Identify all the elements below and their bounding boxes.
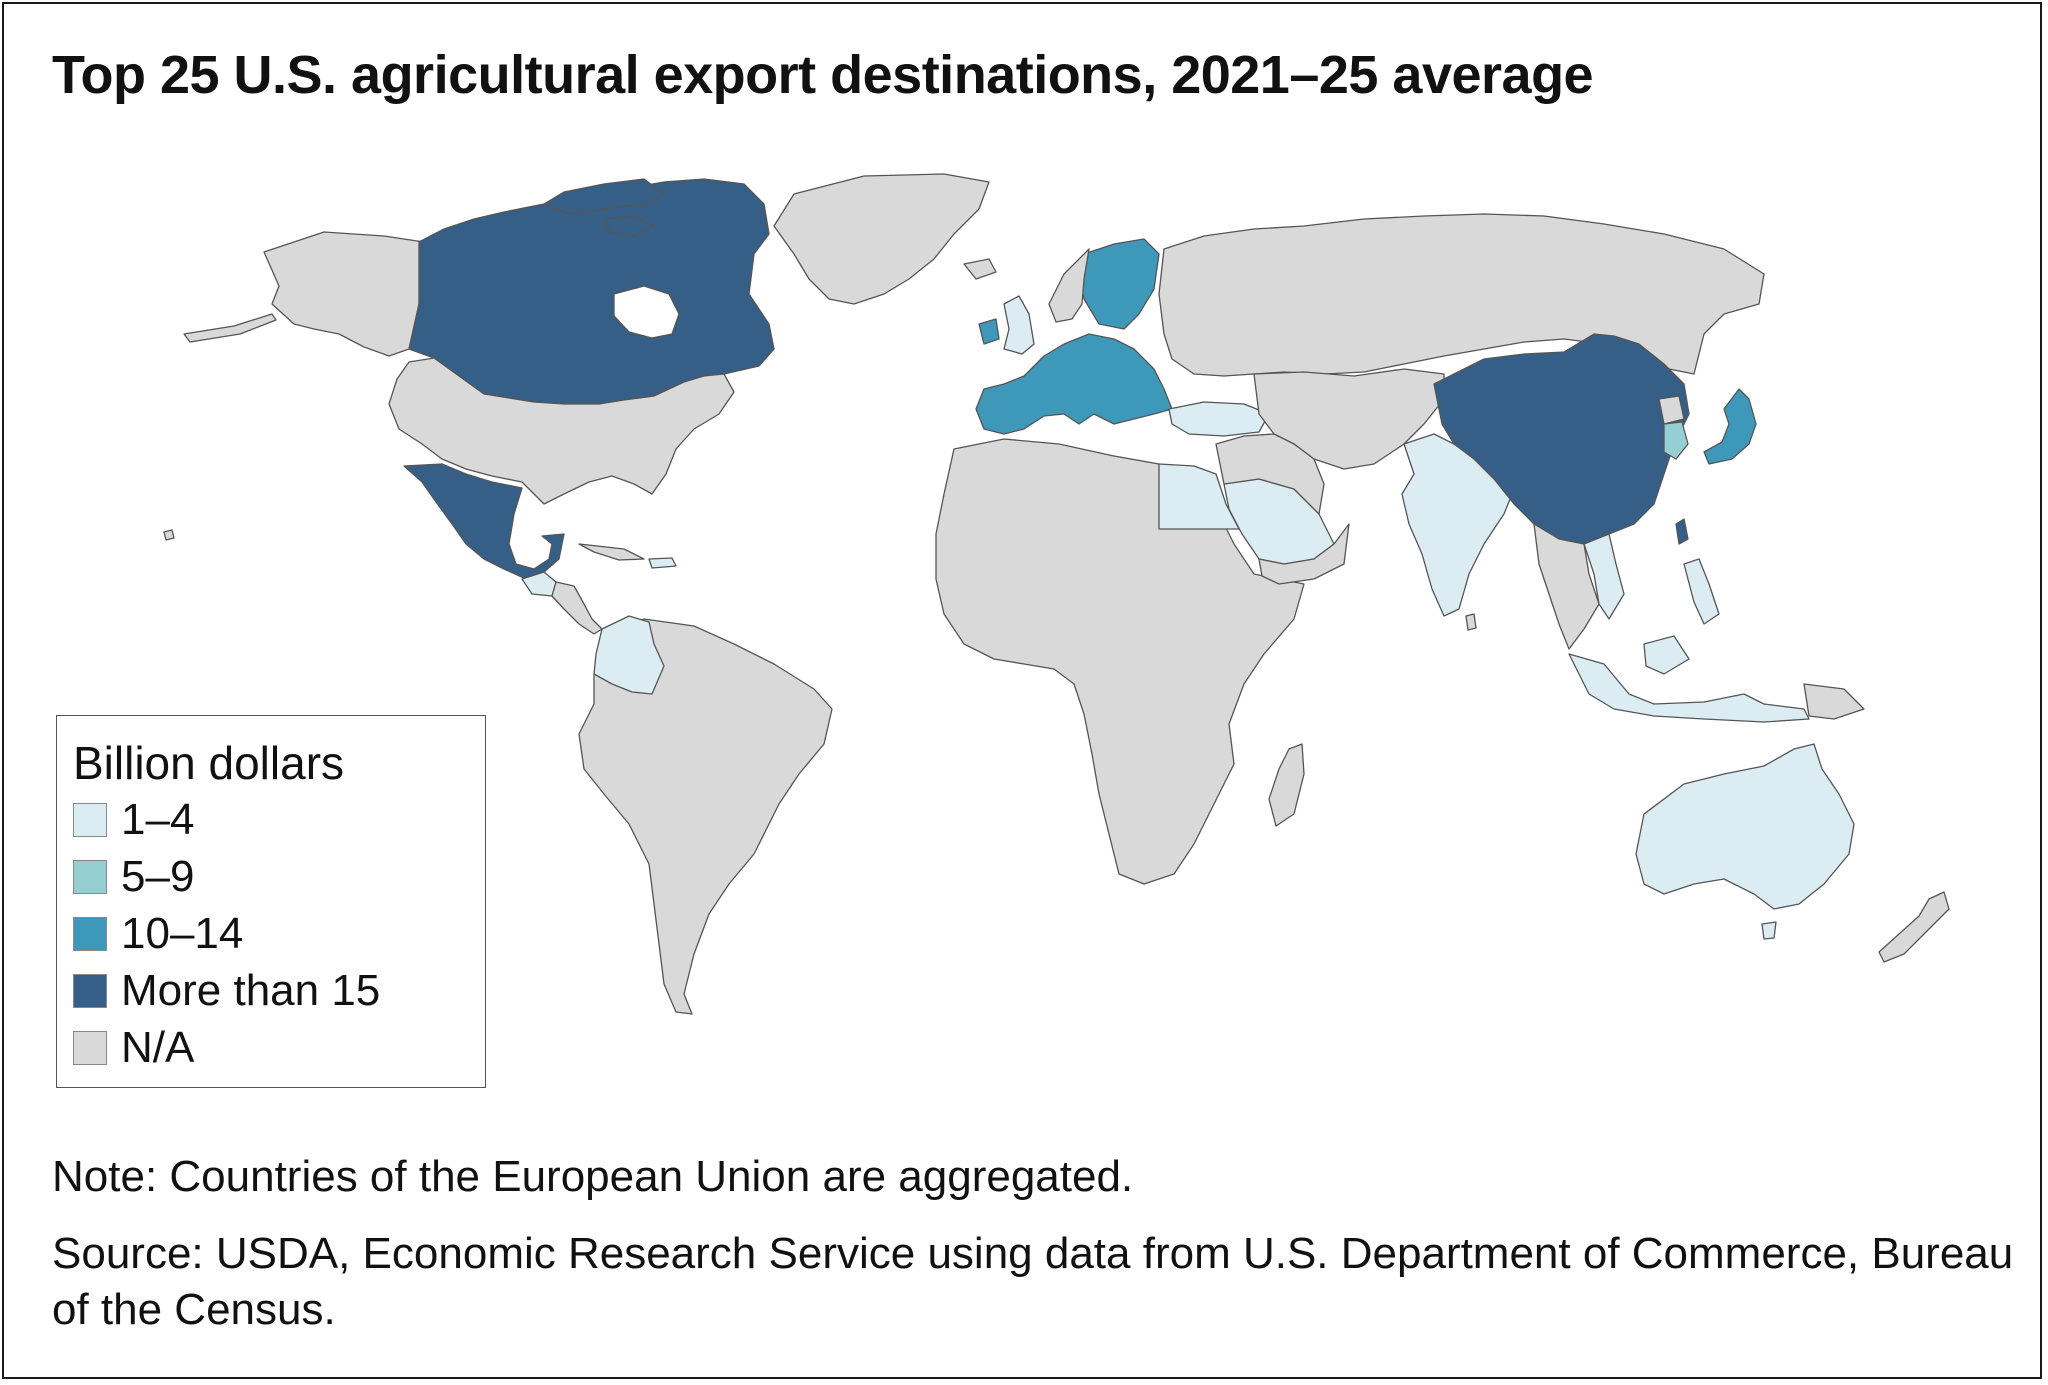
country-japan (1703, 388, 1757, 465)
legend-swatch-more-than-15 (73, 974, 107, 1008)
country-colombia (593, 615, 665, 695)
country-european-union (975, 333, 1173, 435)
legend-item-more-than-15: More than 15 (73, 966, 380, 1016)
note-text: Note: Countries of the European Union ar… (52, 1152, 1134, 1201)
country-indonesia (1568, 635, 1810, 723)
hudson-bay (613, 285, 680, 339)
country-turkey (1168, 401, 1270, 437)
legend-label: More than 15 (121, 966, 381, 1015)
yemen-oman-shape (1258, 523, 1350, 585)
country-vietnam (1583, 533, 1625, 620)
north-korea-shape (1658, 395, 1685, 425)
cuba-shape (578, 543, 645, 561)
legend-swatch-1-4 (73, 803, 107, 837)
legend-label: 5–9 (121, 852, 195, 901)
taiwan-shape (1675, 518, 1689, 545)
legend: Billion dollars 1–4 5–9 10–14 More than … (56, 715, 486, 1088)
legend-label: 1–4 (121, 795, 195, 844)
legend-item-na: N/A (73, 1023, 194, 1073)
alaska-shape (263, 231, 425, 357)
country-mexico (403, 463, 565, 580)
legend-swatch-na (73, 1031, 107, 1065)
iceland-shape (963, 258, 997, 280)
hawaii-shape (163, 529, 175, 541)
new-guinea-shape (1803, 683, 1865, 720)
legend-title: Billion dollars (73, 737, 345, 789)
country-united-states (388, 357, 735, 505)
central-america (551, 581, 603, 635)
hispaniola-shape (648, 557, 677, 569)
map-title: Top 25 U.S. agricultural export destinat… (52, 45, 1594, 105)
legend-label: N/A (121, 1023, 195, 1072)
aleutian-islands (183, 313, 277, 343)
country-egypt (1158, 463, 1240, 530)
madagascar-shape (1268, 743, 1305, 827)
source-text: Source: USDA, Economic Research Service … (52, 1229, 2014, 1334)
canada-arctic-islands (543, 178, 665, 237)
tasmania-shape (1761, 921, 1777, 940)
south-america-shape (578, 618, 833, 1015)
world-map (163, 173, 1950, 1015)
greenland-shape (773, 173, 990, 305)
middle-east-shape (1215, 433, 1325, 515)
legend-item-5-9: 5–9 (73, 852, 194, 902)
country-china (1433, 333, 1690, 545)
country-united-kingdom (1003, 295, 1035, 355)
country-philippines (1683, 558, 1720, 625)
legend-item-10-14: 10–14 (73, 909, 243, 959)
legend-label: 10–14 (121, 909, 244, 958)
country-south-korea (1663, 421, 1689, 460)
new-zealand-shape (1878, 891, 1950, 963)
sri-lanka-shape (1465, 613, 1477, 631)
country-canada (408, 178, 775, 405)
norway-shape (1048, 248, 1090, 323)
mainland-se-asia-shape (1533, 523, 1600, 650)
legend-swatch-10-14 (73, 917, 107, 951)
legend-swatch-5-9 (73, 860, 107, 894)
eu-nordic (1078, 238, 1160, 330)
russia-shape (1158, 213, 1765, 377)
country-ireland (978, 318, 1000, 345)
country-australia (1635, 743, 1855, 910)
legend-item-1-4: 1–4 (73, 795, 194, 845)
